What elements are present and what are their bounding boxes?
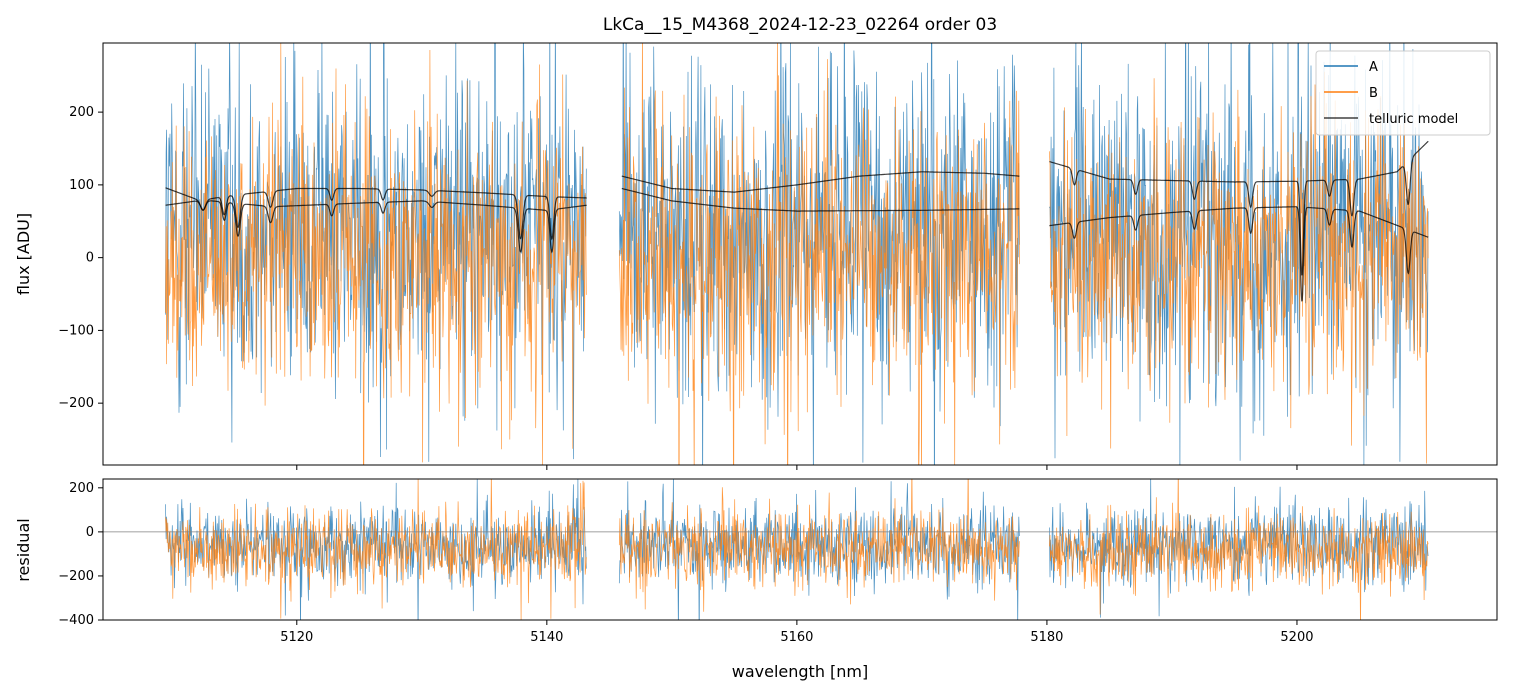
main-axes-frame xyxy=(102,42,1498,466)
series-b-line xyxy=(165,43,1429,465)
telluric-model-lower-2 xyxy=(1049,206,1429,302)
main-y-tick-label: 200 xyxy=(69,105,94,120)
residual-y-axis-label: residual xyxy=(14,518,33,581)
legend-label-telluric: telluric model xyxy=(1369,112,1458,127)
main-y-tick-label: −100 xyxy=(58,323,94,338)
telluric-model-upper-2 xyxy=(1049,140,1429,276)
residual-y-tick-label: 0 xyxy=(86,525,94,540)
residual-y-tick-label: 200 xyxy=(69,481,94,496)
main-plot-area xyxy=(165,43,1429,465)
main-y-tick-label: 0 xyxy=(86,251,94,266)
residual-b-line xyxy=(165,479,1429,620)
x-tick-label: 5120 xyxy=(280,630,313,645)
telluric-model-lower-1 xyxy=(621,187,1020,212)
chart-title: LkCa__15_M4368_2024-12-23_02264 order 03 xyxy=(603,15,997,35)
residual-y-tick-label: −200 xyxy=(58,569,94,584)
main-y-tick-label: 100 xyxy=(69,178,94,193)
telluric-model-lower-0 xyxy=(165,187,587,254)
residual-axes: −400 −200 0 200 5120 5140 5160 5180 5200 xyxy=(58,481,1313,645)
residual-plot-area xyxy=(103,479,1497,620)
main-axes: −200 −100 0 100 200 xyxy=(58,105,1298,470)
residual-y-tick-label: −400 xyxy=(58,613,94,628)
legend-label-b: B xyxy=(1369,86,1378,101)
legend: A B telluric model xyxy=(1315,50,1491,136)
legend-frame xyxy=(1315,50,1491,136)
telluric-model-upper-0 xyxy=(165,187,587,241)
x-tick-label: 5160 xyxy=(780,630,813,645)
x-tick-label: 5180 xyxy=(1030,630,1063,645)
x-axis-label: wavelength [nm] xyxy=(732,662,869,681)
residual-axes-frame xyxy=(102,478,1498,621)
telluric-model-upper-1 xyxy=(621,171,1020,193)
x-tick-label: 5200 xyxy=(1280,630,1313,645)
main-panel: −200 −100 0 100 200 flux [ADU] A B telluric … xyxy=(14,42,1498,470)
x-tick-label: 5140 xyxy=(530,630,563,645)
residual-panel: −400 −200 0 200 5120 5140 5160 5180 5200 residua… xyxy=(14,478,1498,681)
legend-label-a: A xyxy=(1369,60,1378,75)
main-y-axis-label: flux [ADU] xyxy=(14,213,33,295)
main-y-tick-label: −200 xyxy=(58,396,94,411)
